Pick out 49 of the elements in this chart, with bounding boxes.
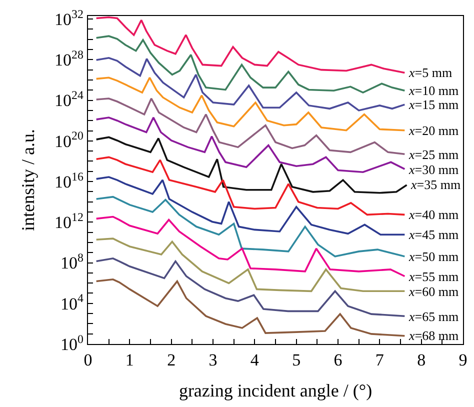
- x-tick-label: 1: [125, 350, 134, 370]
- line-series: [95, 16, 406, 74]
- series-label: x=55 mm: [408, 269, 459, 284]
- line-series: [95, 176, 406, 236]
- y-tick-label: 10$^{20}$: [54, 128, 84, 151]
- x-tick-label: 2: [167, 350, 176, 370]
- line-series: [95, 56, 406, 112]
- y-tick-label: 10$^{4}$: [60, 291, 84, 314]
- series-label: x=10 mm: [408, 83, 459, 98]
- y-tick-label: 10$^{12}$: [54, 210, 84, 232]
- series-label: x=5 mm: [408, 65, 452, 80]
- line-series: [95, 76, 406, 132]
- series-label: x=20 mm: [408, 123, 459, 138]
- series-label: x=50 mm: [408, 249, 459, 264]
- y-tick-label: 10$^{32}$: [54, 6, 84, 30]
- x-tick-label: 3: [208, 350, 218, 370]
- line-series: [95, 116, 406, 173]
- series-label: x=30 mm: [408, 162, 459, 177]
- x-tick-label: 7: [375, 350, 384, 370]
- x-tick-label: 8: [417, 350, 426, 370]
- line-series: [95, 238, 406, 292]
- x-tick-label: 9: [458, 350, 468, 370]
- y-tick-label: 10$^{0}$: [60, 332, 84, 354]
- series-label: x=25 mm: [408, 147, 459, 162]
- line-series: [95, 196, 406, 258]
- y-axis-title: intensity / a.u.: [18, 129, 38, 231]
- series-label: x=35 mm: [410, 177, 461, 192]
- line-series: [95, 216, 406, 278]
- line-series: [95, 136, 408, 194]
- x-axis-title: grazing incident angle / (°): [178, 380, 372, 401]
- x-tick-label: 6: [334, 350, 342, 370]
- x-tick-label: 0: [84, 350, 92, 370]
- line-series: [95, 35, 406, 94]
- series-label: x=15 mm: [408, 97, 459, 112]
- series-label: x=40 mm: [408, 207, 459, 222]
- x-tick-label: 4: [250, 350, 260, 370]
- series-label: x=45 mm: [408, 227, 459, 242]
- line-series: [95, 98, 406, 156]
- y-tick-label: 10$^{16}$: [54, 169, 84, 192]
- y-tick-label: 10$^{8}$: [60, 250, 84, 273]
- line-series: [95, 156, 406, 216]
- series-label: x=60 mm: [408, 284, 459, 299]
- series-label: x=68 mm: [408, 328, 459, 343]
- y-tick-label: 10$^{24}$: [54, 88, 84, 110]
- line-series: [95, 257, 406, 317]
- series-label: x=65 mm: [408, 309, 459, 324]
- x-tick-label: 5: [292, 350, 301, 370]
- y-tick-label: 10$^{28}$: [54, 47, 84, 70]
- line-series: [95, 278, 406, 337]
